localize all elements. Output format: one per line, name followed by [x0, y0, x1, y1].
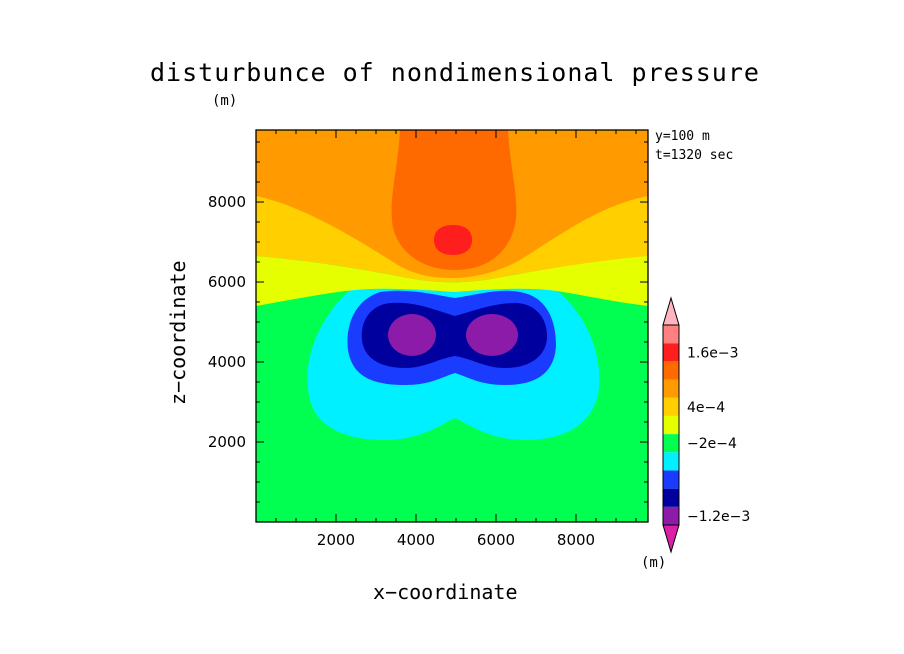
x-axis: 2000 4000 6000 8000	[275, 130, 637, 549]
x-tick-label: 6000	[477, 531, 515, 549]
y-tick-label: 6000	[208, 273, 246, 291]
colorbar-segment	[663, 415, 679, 435]
y-tick-label: 2000	[208, 433, 246, 451]
colorbar-segment	[663, 434, 679, 453]
annotation-y-position: y=100 m	[655, 129, 710, 144]
y-axis-unit: (m)	[212, 93, 238, 109]
colorbar: 1.6e−3 4e−4 −2e−4 −1.2e−3	[662, 296, 750, 554]
colorbar-segment	[663, 397, 679, 416]
colorbar-segment	[662, 524, 680, 554]
colorbar-segment	[663, 379, 679, 398]
contour-field	[256, 130, 648, 522]
colorbar-unit: (m)	[641, 555, 667, 571]
contour-dark-orange	[391, 130, 517, 270]
colorbar-label: −2e−4	[687, 436, 737, 452]
colorbar-segment	[663, 506, 679, 525]
y-tick-label: 8000	[208, 193, 246, 211]
y-axis: 2000 4000 6000 8000	[208, 141, 648, 503]
colorbar-segment	[663, 470, 679, 489]
annotation-time: t=1320 sec	[655, 148, 734, 163]
chart-title: disturbunce of nondimensional pressure	[150, 58, 760, 87]
colorbar-segment	[663, 452, 679, 471]
colorbar-segment	[663, 325, 679, 344]
colorbar-segment	[663, 343, 679, 362]
colorbar-label: 1.6e−3	[687, 345, 739, 361]
colorbar-label: −1.2e−3	[687, 509, 750, 525]
x-tick-label: 2000	[317, 531, 355, 549]
contour-purple-left	[388, 314, 436, 356]
colorbar-label: 4e−4	[687, 400, 725, 416]
plot-frame	[255, 129, 649, 523]
y-tick-label: 4000	[208, 353, 246, 371]
colorbar-segment	[662, 296, 680, 326]
x-tick-label: 4000	[397, 531, 435, 549]
colorbar-segment	[663, 488, 679, 507]
y-axis-label: z−coordinate	[166, 260, 190, 406]
colorbar-segment	[663, 361, 679, 380]
contour-red	[434, 225, 472, 255]
x-tick-label: 8000	[557, 531, 595, 549]
colorbar-frame	[662, 324, 680, 526]
x-axis-label: x−coordinate	[373, 580, 518, 604]
contour-purple-right	[466, 314, 518, 356]
